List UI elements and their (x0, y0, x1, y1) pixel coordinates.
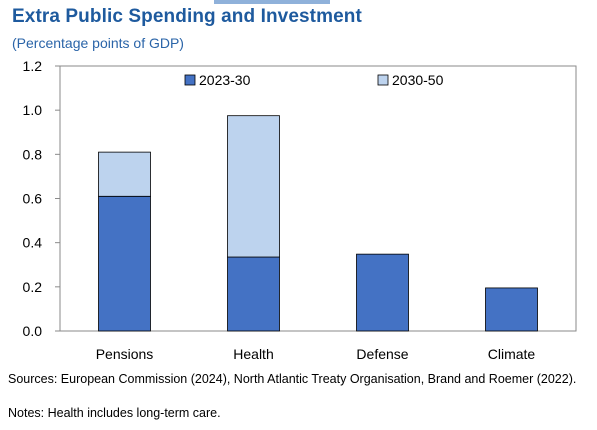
legend-label-2023-30: 2023-30 (199, 72, 251, 88)
bar-defense-2023-30 (356, 253, 409, 332)
x-axis: Pensions Health Defense Climate (96, 346, 536, 362)
chart-title: Extra Public Spending and Investment (12, 6, 362, 27)
legend-label-2030-50: 2030-50 (392, 72, 444, 88)
x-tick-label-health: Health (233, 346, 273, 362)
y-tick-label: 0.4 (23, 235, 43, 251)
y-tick-label: 0.2 (23, 279, 43, 295)
legend: 2023-30 2030-50 (184, 72, 444, 88)
legend-swatch-2030-50 (377, 74, 389, 86)
notes-text: Notes: Health includes long-term care. (8, 406, 221, 420)
bar-health-2030-50 (227, 115, 280, 258)
bar-health-2023-30 (227, 256, 280, 332)
bar-pensions-2030-50 (98, 151, 151, 197)
legend-swatch-2023-30 (184, 74, 196, 86)
y-tick-label: 0.6 (23, 191, 43, 207)
y-axis: 0.0 0.2 0.4 0.6 0.8 1.0 1.2 (23, 58, 60, 339)
bar-pensions-2023-30 (98, 195, 151, 332)
y-tick-label: 1.0 (23, 102, 43, 118)
x-tick-label-defense: Defense (356, 346, 408, 362)
x-tick-label-climate: Climate (488, 346, 536, 362)
chart-subtitle: (Percentage points of GDP) (12, 35, 184, 51)
y-tick-label: 0.8 (23, 146, 43, 162)
x-tick-label-pensions: Pensions (96, 346, 154, 362)
y-tick-label: 0.0 (23, 323, 43, 339)
bar-climate-2023-30 (485, 287, 538, 332)
bars (98, 115, 538, 332)
sources-note: Sources: European Commission (2024), Nor… (8, 372, 577, 386)
top-accent-rule (214, 0, 330, 4)
y-tick-label: 1.2 (23, 58, 43, 74)
